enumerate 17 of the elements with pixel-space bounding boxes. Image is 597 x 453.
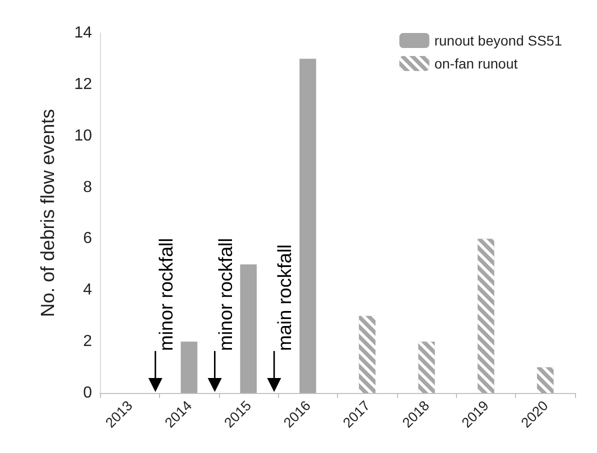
y-tick-label: 14 [74,24,92,42]
y-tick-label: 12 [74,76,92,93]
y-tick-label: 6 [83,230,92,248]
annotation: minor rockfall [156,238,178,351]
bar [300,58,316,393]
y-tick-label: 10 [74,127,92,144]
annotation: minor rockfall [216,238,237,351]
y-tick-label: 4 [83,282,92,299]
y-tick-label: 8 [83,178,92,196]
bar [180,342,198,393]
y-axis-title: No. of debris flow events [38,108,59,318]
legend-label: runout beyond SS51 [434,32,562,48]
annotation: main rockfall [275,244,296,351]
y-tick-label: 0 [83,384,92,402]
legend-label: on-fan runout [434,56,518,72]
bar [240,264,257,393]
y-tick-label: 2 [83,333,92,350]
